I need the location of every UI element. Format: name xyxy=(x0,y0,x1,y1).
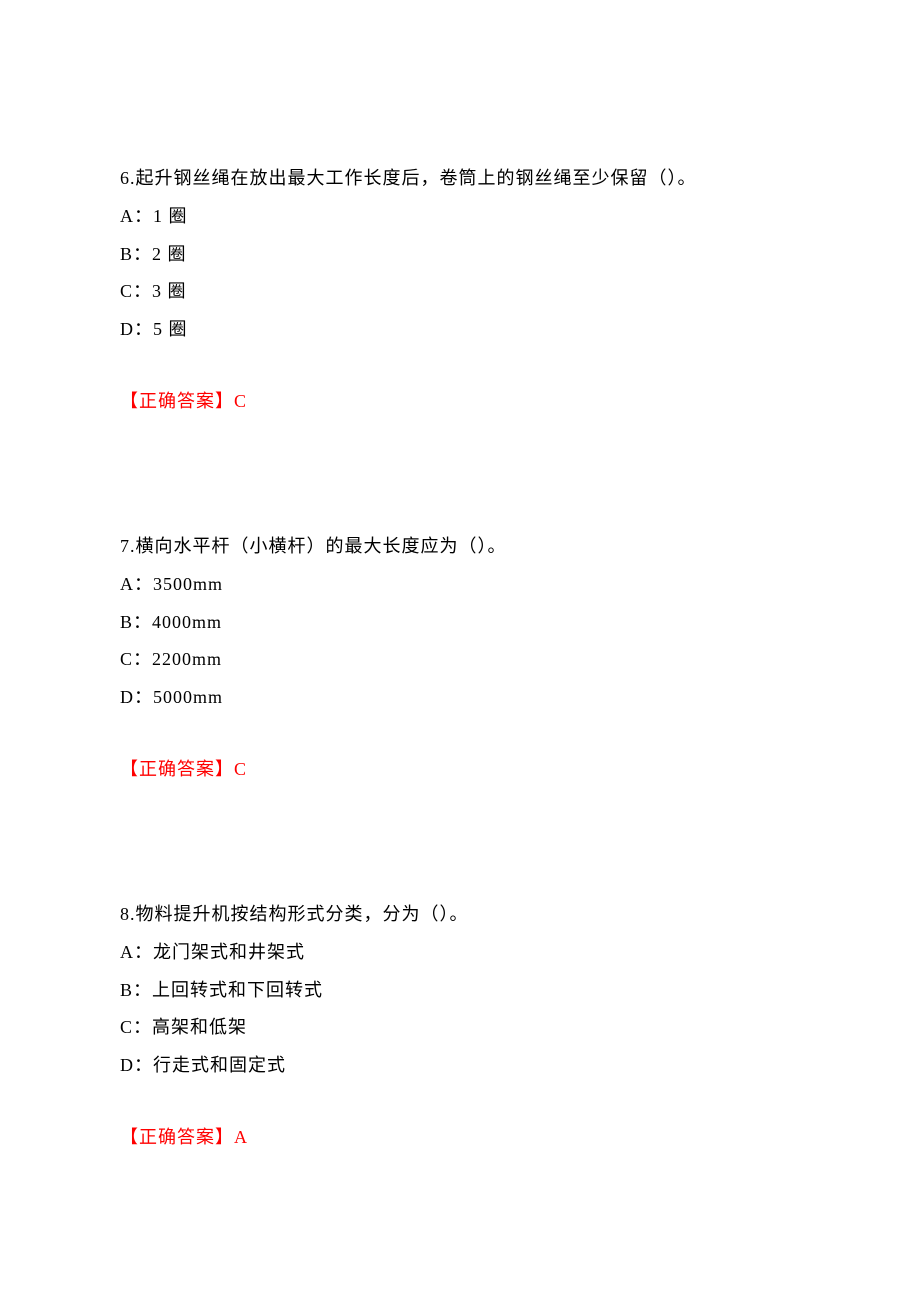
option-b: B：2 圈 xyxy=(120,236,800,274)
question-number: 8. xyxy=(120,904,136,924)
question-stem: 起升钢丝绳在放出最大工作长度后，卷筒上的钢丝绳至少保留（）。 xyxy=(136,168,697,188)
option-d: D：行走式和固定式 xyxy=(120,1047,800,1085)
option-d: D：5 圈 xyxy=(120,311,800,349)
question-text: 7.横向水平杆（小横杆）的最大长度应为（）。 xyxy=(120,528,800,566)
question-number: 6. xyxy=(120,168,136,188)
option-d: D：5000mm xyxy=(120,679,800,717)
answer-line: 【正确答案】A xyxy=(120,1123,800,1149)
question-7: 7.横向水平杆（小横杆）的最大长度应为（）。 A：3500mm B：4000mm… xyxy=(120,528,800,781)
option-c: C：3 圈 xyxy=(120,273,800,311)
answer-label: 【正确答案】 xyxy=(120,759,234,779)
option-b: B：4000mm xyxy=(120,604,800,642)
answer-value: C xyxy=(234,759,247,779)
option-a: A：龙门架式和井架式 xyxy=(120,934,800,972)
answer-line: 【正确答案】C xyxy=(120,387,800,413)
option-a: A：3500mm xyxy=(120,566,800,604)
answer-value: A xyxy=(234,1127,248,1147)
option-b: B：上回转式和下回转式 xyxy=(120,972,800,1010)
question-8: 8.物料提升机按结构形式分类，分为（）。 A：龙门架式和井架式 B：上回转式和下… xyxy=(120,896,800,1149)
question-stem: 横向水平杆（小横杆）的最大长度应为（）。 xyxy=(136,536,507,556)
question-number: 7. xyxy=(120,536,136,556)
option-c: C：2200mm xyxy=(120,641,800,679)
answer-value: C xyxy=(234,391,247,411)
option-a: A：1 圈 xyxy=(120,198,800,236)
answer-label: 【正确答案】 xyxy=(120,391,234,411)
question-text: 8.物料提升机按结构形式分类，分为（）。 xyxy=(120,896,800,934)
option-c: C：高架和低架 xyxy=(120,1009,800,1047)
answer-line: 【正确答案】C xyxy=(120,755,800,781)
answer-label: 【正确答案】 xyxy=(120,1127,234,1147)
question-text: 6.起升钢丝绳在放出最大工作长度后，卷筒上的钢丝绳至少保留（）。 xyxy=(120,160,800,198)
question-6: 6.起升钢丝绳在放出最大工作长度后，卷筒上的钢丝绳至少保留（）。 A：1 圈 B… xyxy=(120,160,800,413)
question-stem: 物料提升机按结构形式分类，分为（）。 xyxy=(136,904,469,924)
